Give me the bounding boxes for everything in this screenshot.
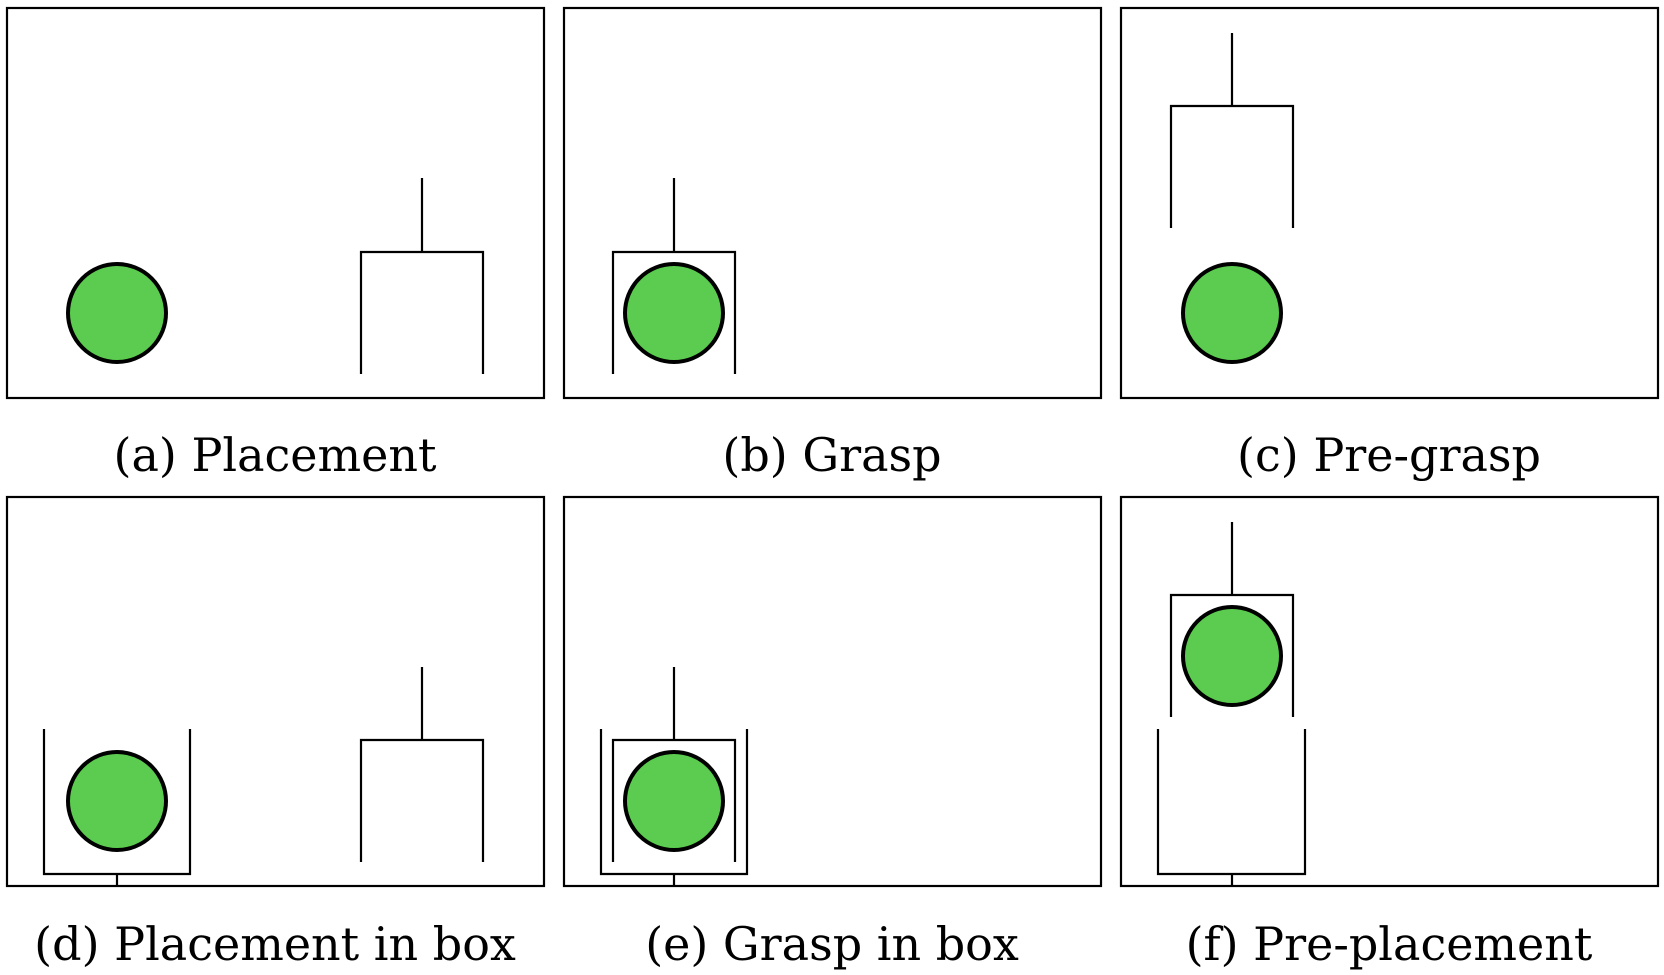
ball xyxy=(66,750,168,852)
ball xyxy=(1181,605,1283,707)
caption-f: (f) Pre-placement xyxy=(1186,917,1593,971)
caption-e: (e) Grasp in box xyxy=(645,917,1019,971)
caption-c: (c) Pre-grasp xyxy=(1237,428,1541,482)
panel-b: (b) Grasp xyxy=(562,6,1103,482)
caption-d: (d) Placement in box xyxy=(34,917,516,971)
panel-frame xyxy=(562,6,1103,400)
panel-d: (d) Placement in box xyxy=(5,495,546,971)
gripper xyxy=(611,178,737,374)
ball xyxy=(623,262,725,364)
panel-e: (e) Grasp in box xyxy=(562,495,1103,971)
panel-frame xyxy=(5,6,546,400)
gripper xyxy=(1169,522,1295,717)
panel-frame xyxy=(562,495,1103,888)
panel-frame xyxy=(5,495,546,888)
panel-frame xyxy=(1119,495,1660,888)
gripper xyxy=(611,667,737,862)
panel-f: (f) Pre-placement xyxy=(1119,495,1660,971)
box xyxy=(1156,729,1307,886)
ball xyxy=(623,750,725,852)
caption-b: (b) Grasp xyxy=(722,428,941,482)
ball xyxy=(66,262,168,364)
panel-a: (a) Placement xyxy=(5,6,546,482)
box xyxy=(42,729,192,886)
gripper xyxy=(359,667,485,862)
gripper xyxy=(359,178,485,374)
gripper xyxy=(1169,33,1295,228)
panel-frame xyxy=(1119,6,1660,400)
box xyxy=(599,729,749,886)
caption-a: (a) Placement xyxy=(114,428,437,482)
ball xyxy=(1181,262,1283,364)
panel-c: (c) Pre-grasp xyxy=(1119,6,1660,482)
